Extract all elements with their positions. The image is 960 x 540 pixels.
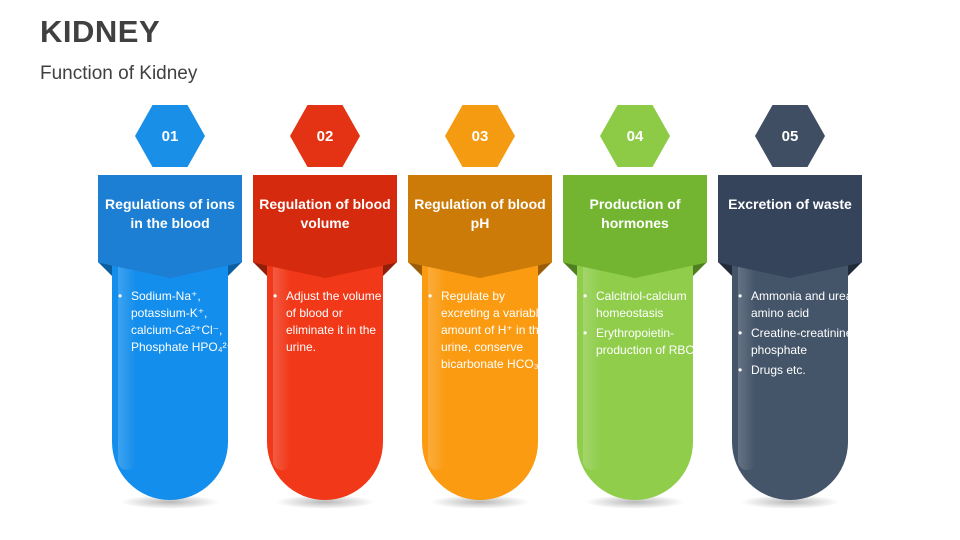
card-heading-banner: Excretion of waste: [718, 175, 862, 278]
bullet-list: Adjust the volume of blood or eliminate …: [273, 288, 392, 359]
card-number: 01: [161, 127, 179, 145]
function-card-03: Regulation of blood pH 03 Regulate by ex…: [408, 105, 552, 515]
bullet-list: Calcitriol-calcium homeostasis Erythropo…: [583, 288, 702, 362]
bullet-list: Ammonia and urea-amino acid Creatine-cre…: [738, 288, 857, 382]
number-hexagon: 05: [755, 105, 825, 167]
card-shadow: [430, 495, 530, 509]
card-number: 03: [471, 127, 489, 145]
number-hexagon: 02: [290, 105, 360, 167]
card-number: 04: [626, 127, 644, 145]
bullet-item: Drugs etc.: [738, 362, 857, 379]
card-heading-banner: Regulations of ions in the blood: [98, 175, 242, 278]
card-heading: Regulations of ions in the blood: [105, 196, 235, 231]
card-heading-banner: Regulation of blood volume: [253, 175, 397, 278]
bullet-item: Adjust the volume of blood or eliminate …: [273, 288, 392, 356]
card-shadow: [275, 495, 375, 509]
card-shadow: [585, 495, 685, 509]
bullet-list: Regulate by excreting a variable amount …: [428, 288, 547, 376]
slide-title: KIDNEY: [40, 14, 161, 49]
card-shadow: [120, 495, 220, 509]
function-card-01: Regulations of ions in the blood 01 Sodi…: [98, 105, 242, 515]
number-hexagon: 03: [445, 105, 515, 167]
card-heading: Regulation of blood volume: [259, 196, 391, 231]
card-heading: Production of hormones: [589, 196, 681, 231]
bullet-item: Creatine-creatinine phosphate: [738, 325, 857, 359]
card-heading: Regulation of blood pH: [414, 196, 546, 231]
function-card-05: Excretion of waste 05 Ammonia and urea-a…: [718, 105, 862, 515]
number-hexagon: 04: [600, 105, 670, 167]
card-number: 05: [781, 127, 799, 145]
function-card-04: Production of hormones 04 Calcitriol-cal…: [563, 105, 707, 515]
slide-subtitle: Function of Kidney: [40, 63, 198, 84]
card-heading-banner: Production of hormones: [563, 175, 707, 278]
function-card-02: Regulation of blood volume 02 Adjust the…: [253, 105, 397, 515]
bullet-item: Calcitriol-calcium homeostasis: [583, 288, 702, 322]
card-heading: Excretion of waste: [728, 196, 852, 212]
number-hexagon: 01: [135, 105, 205, 167]
bullet-item: Ammonia and urea-amino acid: [738, 288, 857, 322]
card-shadow: [740, 495, 840, 509]
card-heading-banner: Regulation of blood pH: [408, 175, 552, 278]
card-number: 02: [316, 127, 334, 145]
bullet-item: Erythropoietin-production of RBC: [583, 325, 702, 359]
bullet-list: Sodium-Na⁺, potassium-K⁺, calcium-Ca²⁺Cl…: [118, 288, 237, 359]
bullet-item: Regulate by excreting a variable amount …: [428, 288, 547, 373]
bullet-item: Sodium-Na⁺, potassium-K⁺, calcium-Ca²⁺Cl…: [118, 288, 237, 356]
